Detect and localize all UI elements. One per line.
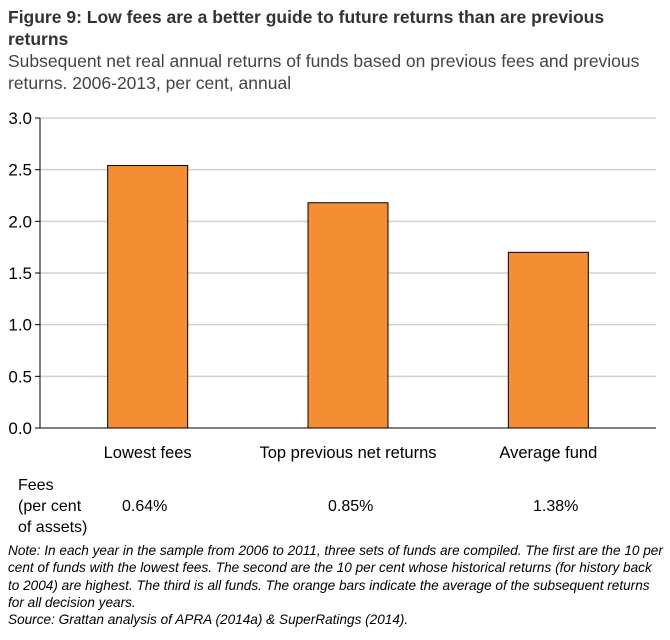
fee-value-top-previous: 0.85% [328, 498, 374, 515]
note-text: Note: In each year in the sample from 20… [8, 543, 663, 610]
fees-label-line-1: Fees [18, 477, 54, 494]
figure-note: Note: In each year in the sample from 20… [8, 542, 663, 628]
fees-label-line-3: of assets) [18, 519, 88, 536]
figure-subtitle: Subsequent net real annual returns of fu… [8, 51, 640, 93]
x-tick-label: Top previous net returns [259, 444, 436, 462]
y-tick-label: 2.5 [8, 161, 32, 180]
y-tick-label: 2.0 [8, 212, 32, 231]
bar-lowest-fees [107, 165, 189, 429]
fee-value-average-fund: 1.38% [533, 498, 579, 515]
y-tick-label: 3.0 [8, 109, 32, 128]
figure-title: Figure 9: Low fees are a better guide to… [8, 7, 605, 49]
fee-value-lowest-fees: 0.64% [122, 498, 168, 515]
fees-label-line-2: (per cent [18, 498, 82, 515]
bar-average-fund [507, 251, 589, 429]
y-tick-label: 0.0 [8, 419, 32, 438]
source-text: Source: Grattan analysis of APRA (2014a)… [8, 612, 409, 628]
y-tick-label: 1.0 [8, 316, 32, 335]
bar-top-previous-net-returns [307, 202, 389, 429]
x-tick-label: Lowest fees [104, 444, 192, 462]
y-tick-label: 0.5 [8, 367, 32, 386]
x-tick-label: Average fund [499, 444, 597, 462]
y-tick-label: 1.5 [8, 264, 32, 283]
